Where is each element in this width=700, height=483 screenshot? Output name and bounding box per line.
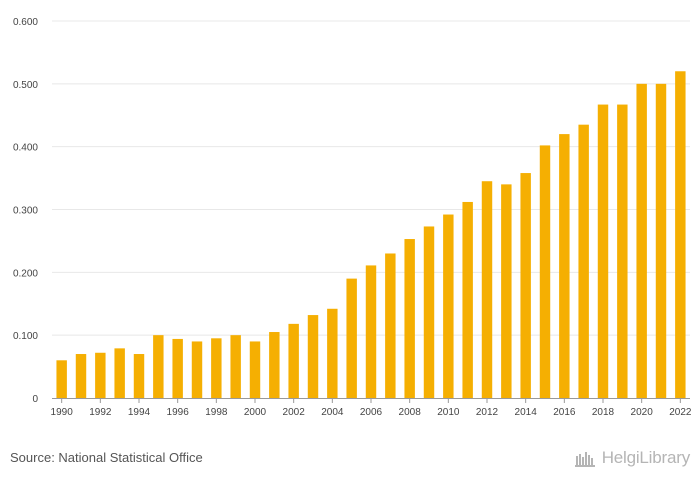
bar-1995 [153,335,164,398]
bar-2020 [636,83,647,398]
x-tick-label: 2000 [244,407,267,418]
bar-1999 [230,335,241,398]
bar-2015 [539,145,551,398]
bar-2016 [559,134,570,398]
y-tick-labels: 0 0.100 0.200 0.300 0.400 0.500 0.600 [13,17,38,405]
bar-2000 [249,341,261,398]
x-tick-label: 2022 [669,407,692,418]
bar-2003 [307,315,319,398]
x-tick-label: 1996 [167,407,190,418]
x-tick-label: 2002 [283,407,306,418]
bar-1992 [95,352,106,398]
bar-2019 [617,104,628,399]
bar-1996 [172,338,183,398]
bar-1990 [56,360,67,398]
x-tick-label: 2008 [399,407,422,418]
bar-2010 [443,214,454,398]
y-tick-label: 0.200 [13,268,38,279]
bar-2014 [520,173,531,398]
bar-2005 [346,278,357,398]
bar-2011 [462,201,473,398]
x-tick-label: 1998 [205,407,228,418]
x-tick-label: 2014 [515,407,538,418]
x-tick-label: 2020 [631,407,654,418]
y-tick-label: 0.600 [13,17,38,28]
y-tick-label: 0.400 [13,143,38,154]
bar-2007 [385,253,396,398]
bar-2004 [327,308,338,398]
brand: HelgiLibrary [574,448,691,468]
x-tick-labels: 1990 1992 1994 1996 1998 2000 2002 2004 2006 2008… [51,407,692,418]
bar-chart: 0 0.100 0.200 0.300 0.400 0.500 0.600 1990 1992… [13,17,692,418]
x-tick-label: 2010 [437,407,460,418]
x-tick-label: 1990 [51,407,74,418]
x-tick-label: 2004 [321,407,344,418]
bar-2017 [578,124,589,399]
y-tick-label: 0.100 [13,331,38,342]
x-tick-label: 2006 [360,407,383,418]
brand-name: HelgiLibrary [601,448,691,467]
bar-2002 [288,323,299,398]
x-tick-label: 1994 [128,407,151,418]
bar-2021 [655,83,667,398]
bar-1998 [211,338,222,398]
bar-2008 [404,239,415,398]
bar-2022 [675,71,686,399]
axes [52,398,690,403]
bar-2013 [501,184,512,398]
x-tick-label: 1992 [89,407,112,418]
bar-1997 [191,341,203,398]
x-tick-label: 2012 [476,407,499,418]
bar-2006 [365,265,377,398]
bar-2018 [597,104,609,399]
bar-1994 [133,354,145,398]
bar-1991 [75,354,87,398]
bar-2012 [481,181,493,398]
x-tick-label: 2018 [592,407,615,418]
y-tick-label: 0 [32,394,38,405]
y-tick-label: 0.500 [13,80,38,91]
library-logo-icon [574,452,595,467]
x-tick-label: 2016 [553,407,576,418]
bars [56,71,686,399]
source-note: Source: National Statistical Office [10,450,203,465]
bar-2009 [423,226,435,398]
bar-1993 [114,348,125,398]
bar-2001 [269,332,280,398]
y-tick-label: 0.300 [13,206,38,217]
